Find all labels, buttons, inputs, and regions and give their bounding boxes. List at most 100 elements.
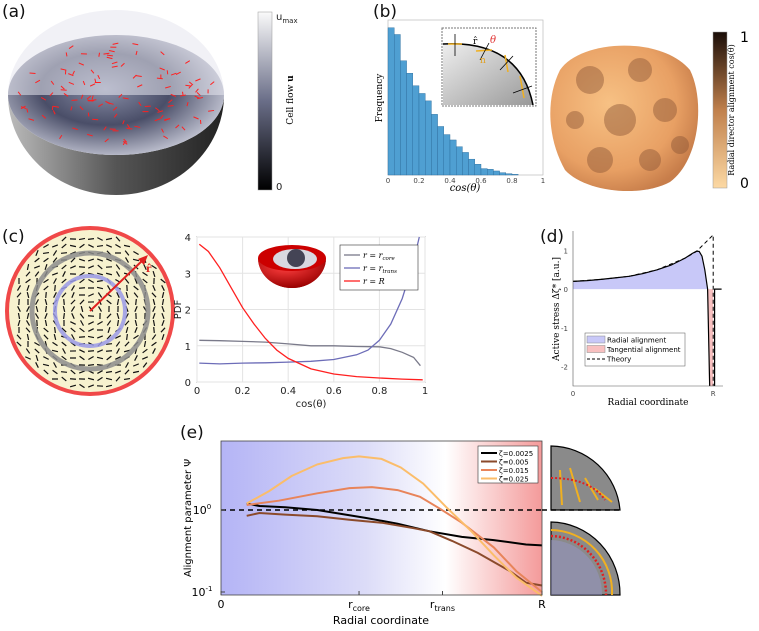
histogram-bar: [394, 34, 400, 175]
y-axis-label: PDF: [173, 300, 184, 320]
director-dash: [136, 299, 137, 305]
legend-subscript: core: [382, 256, 395, 262]
legend-label: ζ=0.005: [499, 459, 529, 467]
director-dash: [88, 239, 94, 240]
y-tick-label: 1: [185, 342, 191, 353]
y-tick-label: 4: [185, 233, 191, 244]
hemisphere-top-cap: [8, 10, 224, 95]
histogram-bar: [413, 86, 419, 175]
dark-patch: [671, 136, 689, 154]
y-tick-label: 100: [193, 503, 211, 517]
x-axis-label: Radial coordinate: [607, 398, 688, 408]
director-dash: [55, 285, 56, 291]
histogram-x-label: cos(θ): [450, 183, 481, 194]
colorbar-min-label: 0: [740, 176, 749, 192]
dark-patch: [587, 147, 613, 173]
y-tick-label: 0: [185, 378, 191, 389]
y-axis-label: Alignment parameter Ψ: [183, 459, 194, 577]
flow-arrow: [52, 106, 53, 110]
alignment-insets: [551, 441, 621, 595]
x-tick-label: 0.8: [506, 177, 517, 185]
y-tick-label: -2: [561, 364, 568, 372]
flow-arrow: [88, 113, 89, 117]
x-tick-label: 1: [422, 386, 428, 397]
x-tick-label: 0: [571, 390, 575, 398]
legend-label: r = R: [363, 277, 385, 286]
x-tick-label: 0: [218, 598, 225, 611]
radial-vector-label: r̂: [146, 264, 152, 275]
x-tick-label: 0.6: [326, 386, 342, 397]
dark-patch: [604, 104, 636, 136]
director-dash: [55, 327, 56, 333]
histogram-bar: [444, 135, 450, 175]
x-tick-label: 1: [541, 177, 545, 185]
legend-label: ζ=0.025: [499, 476, 529, 484]
flow-arrow: [90, 100, 96, 101]
legend-label: ζ=0.0025: [499, 450, 533, 458]
y-tick-exponent: 0: [207, 503, 211, 511]
flow-arrow: [167, 70, 168, 74]
director-dash: [79, 337, 85, 338]
inset-r-hat-label: r̂: [473, 36, 478, 47]
colorbar-min-label: 0: [276, 182, 282, 193]
histogram-bar: [475, 164, 481, 175]
histogram-inset: r̂ θ n: [442, 28, 536, 106]
histogram-y-label: Frequency: [375, 73, 385, 123]
y-tick-label: -1: [561, 325, 568, 333]
flow-arrow: [61, 90, 67, 91]
dark-patch: [576, 66, 604, 94]
y-tick-label: 10-1: [192, 585, 213, 599]
x-tick-label: 0.8: [371, 386, 387, 397]
legend-swatch: [587, 336, 605, 343]
panel-label-a: (a): [2, 2, 26, 22]
histogram-bar: [506, 174, 512, 175]
legend-label: Radial alignment: [607, 337, 666, 345]
histogram-bar: [481, 169, 487, 175]
histogram-bar: [419, 93, 425, 175]
x-tick-label: rtrans: [430, 598, 455, 613]
histogram-bar: [400, 61, 406, 175]
colorbar-cell-flow: [258, 12, 272, 190]
histogram-bar: [500, 173, 506, 175]
colorbar-max-label: 1: [740, 30, 749, 46]
flow-arrow: [99, 53, 100, 57]
dark-patch: [653, 98, 677, 122]
colorbar-max-label: umax: [276, 12, 298, 25]
director-dash: [124, 379, 130, 380]
inset-n-label: n: [480, 56, 486, 66]
histogram-bar: [487, 169, 493, 175]
director-dash: [88, 365, 94, 366]
histogram-bar: [407, 73, 413, 175]
x-axis-label: cos(θ): [296, 399, 327, 410]
director-dash: [88, 316, 94, 317]
histogram-bar: [493, 171, 499, 175]
flow-arrow: [92, 119, 98, 120]
y-tick-label: 2: [185, 306, 191, 317]
colorbar-title: Radial director alignment cos(θ): [727, 44, 736, 176]
colorbar-radial-alignment: [713, 32, 727, 188]
y-tick-label: 1: [564, 247, 568, 255]
inset-theta-label: θ: [490, 35, 496, 46]
flow-arrow: [157, 78, 163, 79]
dark-patch: [628, 58, 652, 82]
panel-a: (a) umax 0 Cell flow u: [2, 2, 298, 195]
director-dash: [64, 299, 65, 305]
director-dash: [127, 334, 128, 340]
director-dash: [70, 379, 76, 380]
histogram-bar: [431, 114, 437, 175]
x-tick-label: 0: [386, 177, 390, 185]
y-tick-label: 0: [564, 286, 568, 294]
dark-patch: [639, 149, 661, 171]
panel-label-e: (e): [180, 423, 204, 443]
flow-arrow: [107, 55, 113, 56]
histogram-bar: [388, 28, 394, 175]
director-dash: [64, 313, 65, 319]
legend-label: Tangential alignment: [606, 346, 681, 354]
director-dash: [46, 292, 47, 298]
